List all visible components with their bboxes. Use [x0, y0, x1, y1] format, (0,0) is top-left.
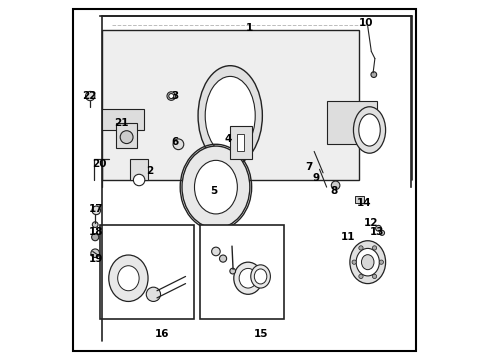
Text: 21: 21	[114, 118, 128, 128]
Circle shape	[120, 131, 133, 144]
Text: 15: 15	[253, 329, 267, 339]
Bar	[102, 30, 358, 180]
Ellipse shape	[353, 107, 385, 153]
Ellipse shape	[254, 269, 266, 284]
Text: 2: 2	[146, 166, 153, 176]
Text: 6: 6	[171, 138, 178, 148]
Bar	[326, 102, 376, 144]
Text: 9: 9	[312, 173, 319, 183]
Text: 22: 22	[81, 91, 96, 101]
Text: 12: 12	[364, 218, 378, 228]
Circle shape	[91, 234, 99, 241]
Text: 13: 13	[368, 227, 383, 237]
Circle shape	[85, 91, 95, 101]
Ellipse shape	[358, 114, 380, 146]
Text: 19: 19	[89, 253, 103, 264]
Ellipse shape	[182, 146, 249, 228]
Circle shape	[91, 249, 99, 257]
Circle shape	[92, 222, 98, 228]
Circle shape	[372, 274, 376, 279]
Bar	[116, 123, 137, 148]
Circle shape	[211, 247, 220, 256]
Circle shape	[133, 174, 144, 186]
Ellipse shape	[349, 241, 385, 284]
Bar	[354, 196, 364, 203]
Circle shape	[379, 230, 384, 235]
Text: 20: 20	[92, 159, 107, 169]
Text: 14: 14	[356, 198, 371, 208]
Circle shape	[351, 260, 356, 264]
Ellipse shape	[108, 255, 148, 301]
Text: 11: 11	[340, 232, 355, 242]
Text: 18: 18	[89, 227, 103, 237]
Text: 17: 17	[89, 203, 103, 213]
Circle shape	[229, 268, 235, 274]
Ellipse shape	[355, 248, 379, 276]
Bar	[237, 134, 244, 152]
Ellipse shape	[205, 76, 255, 155]
Circle shape	[378, 260, 383, 264]
Ellipse shape	[233, 262, 262, 294]
Ellipse shape	[250, 265, 270, 288]
Ellipse shape	[146, 287, 160, 301]
Circle shape	[92, 206, 101, 215]
Text: 4: 4	[224, 134, 232, 144]
Text: 16: 16	[155, 329, 169, 339]
Ellipse shape	[198, 66, 262, 166]
Circle shape	[370, 72, 376, 77]
Text: 5: 5	[210, 186, 217, 196]
Bar	[102, 109, 144, 130]
Ellipse shape	[239, 269, 257, 288]
Circle shape	[173, 139, 183, 150]
Bar	[230, 126, 251, 158]
Bar	[200, 225, 283, 319]
Circle shape	[168, 94, 173, 99]
Circle shape	[375, 225, 381, 231]
Ellipse shape	[361, 255, 373, 270]
Text: 10: 10	[358, 18, 372, 28]
Circle shape	[219, 255, 226, 262]
Ellipse shape	[118, 266, 139, 291]
Ellipse shape	[194, 160, 237, 214]
Circle shape	[372, 246, 376, 250]
Circle shape	[358, 274, 363, 279]
Text: 8: 8	[329, 186, 337, 196]
Text: 7: 7	[305, 162, 312, 172]
Circle shape	[331, 181, 339, 190]
Text: 3: 3	[171, 91, 178, 101]
Bar	[130, 158, 148, 180]
Bar	[100, 225, 194, 319]
Circle shape	[358, 246, 363, 250]
Circle shape	[166, 92, 175, 100]
Text: 1: 1	[246, 23, 253, 33]
